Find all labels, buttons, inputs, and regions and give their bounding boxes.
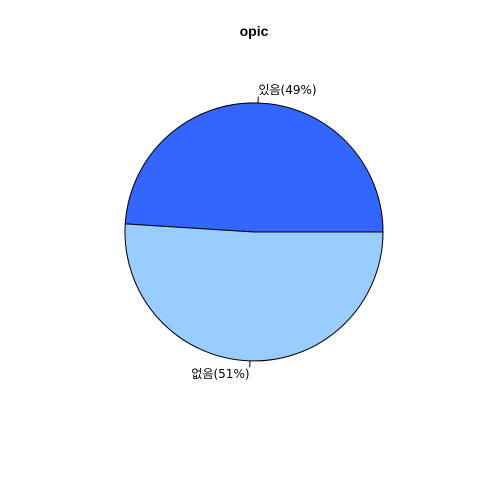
pie-slice-2 xyxy=(124,223,384,362)
slice-label-2: 없음(51%) xyxy=(191,367,249,381)
slice-labels: 있음(49%) 없음(51%) xyxy=(191,83,316,381)
label-ticks xyxy=(249,96,259,368)
pie-slice-1 xyxy=(124,102,384,233)
chart-title: opic xyxy=(240,23,269,39)
pie-slices xyxy=(124,102,384,362)
slice-label-1: 있음(49%) xyxy=(258,83,316,97)
